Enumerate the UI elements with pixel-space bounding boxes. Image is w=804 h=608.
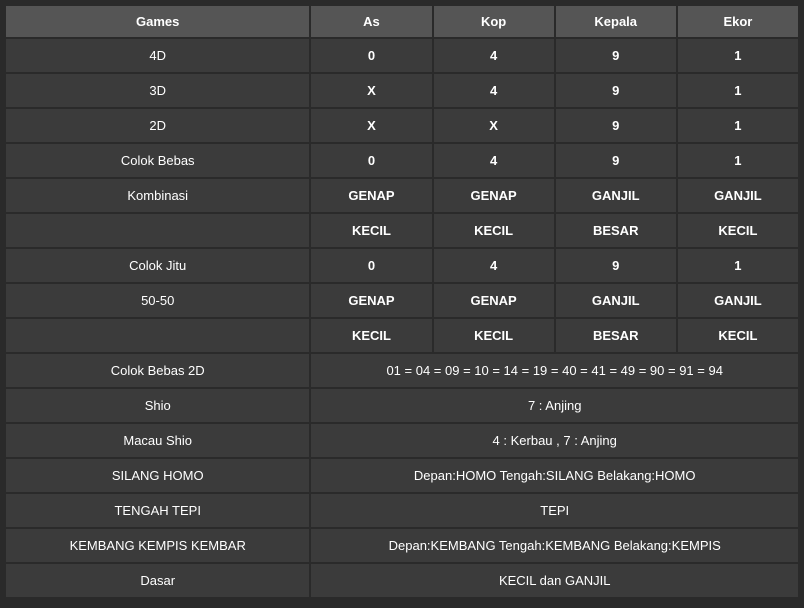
row-cell: KECIL xyxy=(434,319,554,352)
row-cell: X xyxy=(434,109,554,142)
header-ekor: Ekor xyxy=(678,6,798,37)
row-cell: X xyxy=(311,109,431,142)
row-label: Shio xyxy=(6,389,309,422)
row-cell: 9 xyxy=(556,39,676,72)
row-cell: GANJIL xyxy=(556,179,676,212)
table-row: Macau Shio4 : Kerbau , 7 : Anjing xyxy=(6,424,798,457)
table-row: Colok Jitu0491 xyxy=(6,249,798,282)
row-cell: KECIL xyxy=(678,319,798,352)
row-cell: 1 xyxy=(678,249,798,282)
row-cell: GENAP xyxy=(434,179,554,212)
row-cell: KECIL xyxy=(678,214,798,247)
row-cell: 1 xyxy=(678,74,798,107)
row-cell: 1 xyxy=(678,39,798,72)
table-row: 4D0491 xyxy=(6,39,798,72)
row-span-value: Depan:HOMO Tengah:SILANG Belakang:HOMO xyxy=(311,459,798,492)
row-cell: KECIL xyxy=(311,214,431,247)
header-kop: Kop xyxy=(434,6,554,37)
row-cell: 4 xyxy=(434,249,554,282)
table-row: 3DX491 xyxy=(6,74,798,107)
header-kepala: Kepala xyxy=(556,6,676,37)
row-cell: GANJIL xyxy=(556,284,676,317)
row-cell: GENAP xyxy=(434,284,554,317)
row-label: TENGAH TEPI xyxy=(6,494,309,527)
games-table: Games As Kop Kepala Ekor 4D04913DX4912DX… xyxy=(4,4,800,599)
table-row: Colok Bebas0491 xyxy=(6,144,798,177)
row-cell: 9 xyxy=(556,74,676,107)
row-label: 4D xyxy=(6,39,309,72)
table-row: KECILKECILBESARKECIL xyxy=(6,319,798,352)
row-cell: GENAP xyxy=(311,179,431,212)
row-cell: GANJIL xyxy=(678,284,798,317)
table-row: Colok Bebas 2D01 = 04 = 09 = 10 = 14 = 1… xyxy=(6,354,798,387)
row-label: Colok Jitu xyxy=(6,249,309,282)
row-cell: 0 xyxy=(311,249,431,282)
row-cell: 0 xyxy=(311,39,431,72)
row-cell: KECIL xyxy=(434,214,554,247)
row-cell: 4 xyxy=(434,144,554,177)
row-label: 50-50 xyxy=(6,284,309,317)
table-row: DasarKECIL dan GANJIL xyxy=(6,564,798,597)
row-label: SILANG HOMO xyxy=(6,459,309,492)
row-cell: GANJIL xyxy=(678,179,798,212)
row-cell: 9 xyxy=(556,144,676,177)
table-row: Shio7 : Anjing xyxy=(6,389,798,422)
header-as: As xyxy=(311,6,431,37)
row-span-value: TEPI xyxy=(311,494,798,527)
table-row: 2DXX91 xyxy=(6,109,798,142)
row-cell: 4 xyxy=(434,39,554,72)
table-row: KECILKECILBESARKECIL xyxy=(6,214,798,247)
row-cell: 1 xyxy=(678,144,798,177)
row-cell: BESAR xyxy=(556,214,676,247)
table-row: KombinasiGENAPGENAPGANJILGANJIL xyxy=(6,179,798,212)
row-label: Colok Bebas xyxy=(6,144,309,177)
row-cell: 0 xyxy=(311,144,431,177)
row-span-value: 01 = 04 = 09 = 10 = 14 = 19 = 40 = 41 = … xyxy=(311,354,798,387)
row-label: 2D xyxy=(6,109,309,142)
row-label: 3D xyxy=(6,74,309,107)
table-header-row: Games As Kop Kepala Ekor xyxy=(6,6,798,37)
row-cell: GENAP xyxy=(311,284,431,317)
row-span-value: 4 : Kerbau , 7 : Anjing xyxy=(311,424,798,457)
row-cell: BESAR xyxy=(556,319,676,352)
row-span-value: 7 : Anjing xyxy=(311,389,798,422)
row-cell: 4 xyxy=(434,74,554,107)
row-cell: 1 xyxy=(678,109,798,142)
row-label: Kombinasi xyxy=(6,179,309,212)
row-cell: 9 xyxy=(556,109,676,142)
table-row: KEMBANG KEMPIS KEMBARDepan:KEMBANG Tenga… xyxy=(6,529,798,562)
row-label: KEMBANG KEMPIS KEMBAR xyxy=(6,529,309,562)
row-span-value: KECIL dan GANJIL xyxy=(311,564,798,597)
row-span-value: Depan:KEMBANG Tengah:KEMBANG Belakang:KE… xyxy=(311,529,798,562)
row-label: Dasar xyxy=(6,564,309,597)
row-label: Macau Shio xyxy=(6,424,309,457)
row-label xyxy=(6,214,309,247)
row-label xyxy=(6,319,309,352)
table-row: SILANG HOMODepan:HOMO Tengah:SILANG Bela… xyxy=(6,459,798,492)
table-row: 50-50GENAPGENAPGANJILGANJIL xyxy=(6,284,798,317)
row-cell: 9 xyxy=(556,249,676,282)
header-games: Games xyxy=(6,6,309,37)
row-cell: X xyxy=(311,74,431,107)
row-label: Colok Bebas 2D xyxy=(6,354,309,387)
table-row: TENGAH TEPITEPI xyxy=(6,494,798,527)
row-cell: KECIL xyxy=(311,319,431,352)
